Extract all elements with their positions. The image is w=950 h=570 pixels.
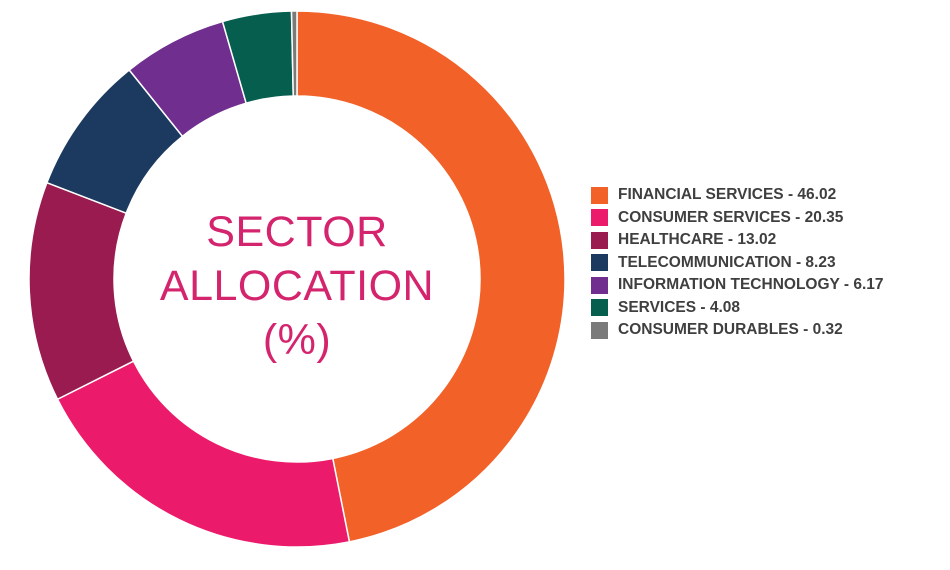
legend-item: TELECOMMUNICATION - 8.23 xyxy=(591,252,884,275)
legend-label: FINANCIAL SERVICES - 46.02 xyxy=(618,186,837,204)
center-title-line-3: (%) xyxy=(262,316,332,364)
legend-item: INFORMATION TECHNOLOGY - 6.17 xyxy=(591,274,884,297)
legend-swatch xyxy=(591,276,608,294)
chart-center-title: SECTOR ALLOCATION (%) xyxy=(147,205,447,367)
legend-item: CONSUMER DURABLES - 0.32 xyxy=(591,319,884,342)
legend-item: HEALTHCARE - 13.02 xyxy=(591,229,884,252)
legend-swatch xyxy=(591,254,608,272)
legend-label: TELECOMMUNICATION - 8.23 xyxy=(618,253,836,271)
donut-chart xyxy=(28,10,566,548)
donut-slice-healthcare xyxy=(28,181,135,401)
legend-swatch xyxy=(591,186,608,204)
legend-item: FINANCIAL SERVICES - 46.02 xyxy=(591,184,884,207)
legend-label: SERVICES - 4.08 xyxy=(618,298,741,316)
donut-slice-consumer-durables xyxy=(290,10,298,97)
chart-legend: FINANCIAL SERVICES - 46.02 CONSUMER SERVI… xyxy=(591,184,884,342)
legend-item: SERVICES - 4.08 xyxy=(591,297,884,320)
donut-slice-financial-services xyxy=(296,10,566,543)
legend-label: CONSUMER SERVICES - 20.35 xyxy=(618,208,844,226)
legend-label: HEALTHCARE - 13.02 xyxy=(618,231,777,249)
donut-slice-consumer-services xyxy=(56,360,351,548)
legend-swatch xyxy=(591,209,608,227)
center-title-line-2: ALLOCATION xyxy=(159,262,435,310)
legend-swatch xyxy=(591,321,608,339)
legend-label: CONSUMER DURABLES - 0.32 xyxy=(618,321,843,339)
center-title-line-1: SECTOR xyxy=(206,208,388,256)
legend-label: INFORMATION TECHNOLOGY - 6.17 xyxy=(618,276,884,294)
legend-swatch xyxy=(591,299,608,317)
legend-swatch xyxy=(591,231,608,249)
legend-item: CONSUMER SERVICES - 20.35 xyxy=(591,207,884,230)
